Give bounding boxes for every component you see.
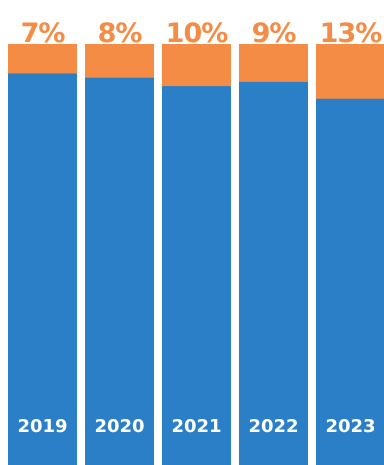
- category-label-2023: 2023: [325, 416, 375, 437]
- bar-segment-base-2021: [162, 86, 231, 465]
- category-label-2019: 2019: [17, 416, 67, 437]
- data-label-2019: 7%: [21, 18, 66, 49]
- bar-segment-base-2023: [316, 98, 384, 465]
- labels-group: 7% 2019 8% 2020 10% 2021 9% 2022 13% 2023: [17, 18, 383, 437]
- bar-segment-top-2019: [8, 44, 77, 74]
- bars-group: [8, 44, 384, 465]
- category-label-2020: 2020: [94, 416, 144, 437]
- category-label-2022: 2022: [248, 416, 298, 437]
- bar-segment-top-2023: [316, 44, 384, 100]
- bar-segment-top-2021: [162, 44, 231, 87]
- category-label-2021: 2021: [171, 416, 221, 437]
- bar-segment-top-2022: [239, 44, 308, 83]
- bar-segment-top-2020: [85, 44, 154, 79]
- data-label-2022: 9%: [252, 18, 297, 49]
- data-label-2020: 8%: [98, 18, 143, 49]
- bar-segment-base-2019: [8, 73, 77, 465]
- bar-segment-base-2020: [85, 77, 154, 465]
- bar-segment-base-2022: [239, 81, 308, 465]
- data-label-2023: 13%: [320, 18, 383, 49]
- data-label-2021: 10%: [166, 18, 229, 49]
